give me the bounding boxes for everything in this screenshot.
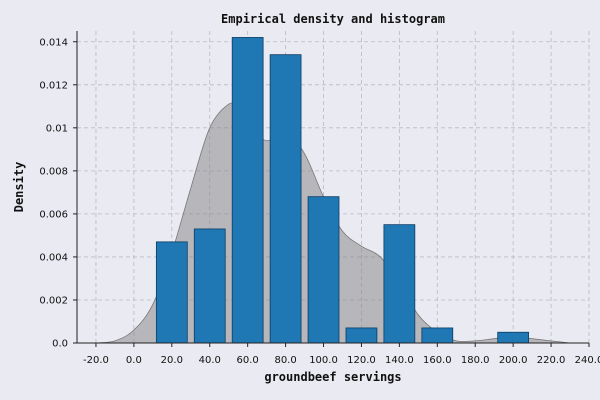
x-tick-label: 140.0 (385, 355, 414, 366)
histogram-bar (421, 327, 454, 344)
x-tick-label: 200.0 (499, 355, 528, 366)
x-tick-label: -20.0 (83, 355, 109, 366)
x-tick-label: 180.0 (461, 355, 490, 366)
x-tick-label: 40.0 (199, 355, 221, 366)
y-tick-label: 0.008 (39, 166, 68, 177)
x-tick-label: 120.0 (347, 355, 376, 366)
chart-title: Empirical density and histogram (221, 12, 445, 26)
y-tick-label: 0.002 (39, 295, 68, 306)
y-tick-label: 0.012 (39, 80, 68, 91)
y-tick-label: 0.004 (39, 252, 68, 263)
histogram-bar (383, 224, 416, 344)
x-tick-label: 0.0 (126, 355, 142, 366)
x-tick-label: 60.0 (237, 355, 259, 366)
histogram-bar (345, 327, 378, 344)
histogram-bar (307, 196, 340, 344)
x-tick-label: 100.0 (309, 355, 338, 366)
x-tick-label: 240.0 (575, 355, 600, 366)
x-axis-ticks: -20.0 0.0 20.0 40.0 60.0 80.0 100.0 120.0 140.0 1… (83, 343, 600, 366)
histogram-bar (231, 37, 264, 344)
x-axis-label: groundbeef servings (264, 370, 401, 384)
y-axis-ticks: 0.0 0.002 0.004 0.006 0.008 0.01 0.012 0.014 (39, 37, 77, 350)
x-tick-label: 20.0 (161, 355, 183, 366)
histogram-bar (269, 54, 302, 344)
x-tick-label: 80.0 (274, 355, 296, 366)
histogram-bar (193, 228, 226, 344)
histogram-bars (155, 37, 530, 344)
y-tick-label: 0.0 (52, 339, 68, 350)
y-axis-label: Density (12, 162, 26, 213)
y-tick-label: 0.01 (46, 123, 68, 134)
x-tick-label: 220.0 (537, 355, 566, 366)
histogram-bar (497, 331, 530, 344)
y-tick-label: 0.014 (39, 37, 68, 48)
x-tick-label: 160.0 (423, 355, 452, 366)
y-tick-label: 0.006 (39, 209, 68, 220)
axes (76, 31, 589, 344)
histogram-bar (155, 241, 188, 344)
